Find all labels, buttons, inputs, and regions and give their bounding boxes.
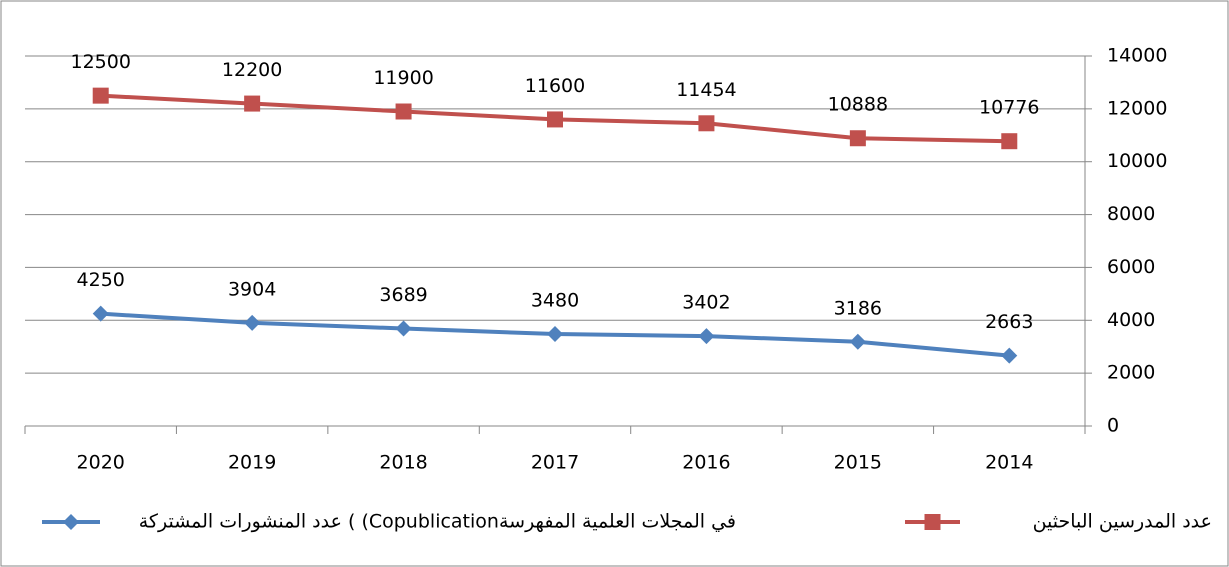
- data-label: 12200: [222, 59, 282, 81]
- data-label: 4250: [77, 269, 125, 291]
- point: [547, 111, 563, 128]
- x-tick-label: 2014: [985, 452, 1033, 474]
- point: [849, 333, 866, 350]
- x-tick-label: 2016: [682, 452, 730, 474]
- data-label: 2663: [985, 311, 1033, 333]
- y-tick-label: 8000: [1107, 203, 1155, 225]
- data-label: 11454: [676, 79, 736, 101]
- x-tick-label: 2017: [531, 452, 579, 474]
- legend-marker: [924, 514, 941, 530]
- x-tick-label: 2015: [834, 452, 882, 474]
- data-label: 3689: [379, 284, 427, 306]
- y-tick-label: 4000: [1107, 309, 1155, 331]
- x-tick-label: 2018: [379, 452, 427, 474]
- point: [547, 326, 563, 343]
- data-label: 10888: [828, 94, 888, 116]
- y-tick-label: 6000: [1107, 256, 1155, 278]
- legend-label: عدد المدرسين الباحثين: [1033, 511, 1212, 533]
- data-label: 3904: [228, 278, 276, 300]
- legend-label: عدد المنشورات المشتركة ( (Copublicationف…: [139, 511, 736, 533]
- point: [244, 95, 261, 112]
- data-label: 3480: [531, 290, 579, 312]
- point: [92, 87, 109, 104]
- legend-marker: [63, 514, 79, 530]
- point: [395, 320, 412, 337]
- data-label: 3186: [834, 297, 882, 319]
- y-tick-label: 14000: [1107, 45, 1167, 67]
- y-tick-label: 12000: [1107, 97, 1167, 119]
- y-tick-label: 0: [1107, 415, 1119, 437]
- data-label: 11900: [373, 67, 433, 89]
- data-label: 3402: [682, 292, 730, 314]
- point: [92, 305, 109, 322]
- data-label: 10776: [979, 97, 1039, 119]
- point: [1001, 347, 1018, 364]
- y-tick-label: 2000: [1107, 362, 1155, 384]
- point: [1001, 133, 1018, 150]
- x-tick-label: 2019: [228, 452, 276, 474]
- point: [244, 314, 261, 331]
- point: [698, 328, 715, 345]
- point: [395, 103, 412, 120]
- x-tick-label: 2020: [77, 452, 125, 474]
- data-label: 11600: [525, 75, 585, 97]
- data-label: 12500: [70, 51, 130, 73]
- point: [849, 130, 866, 147]
- point: [698, 115, 715, 132]
- y-tick-label: 10000: [1107, 150, 1167, 172]
